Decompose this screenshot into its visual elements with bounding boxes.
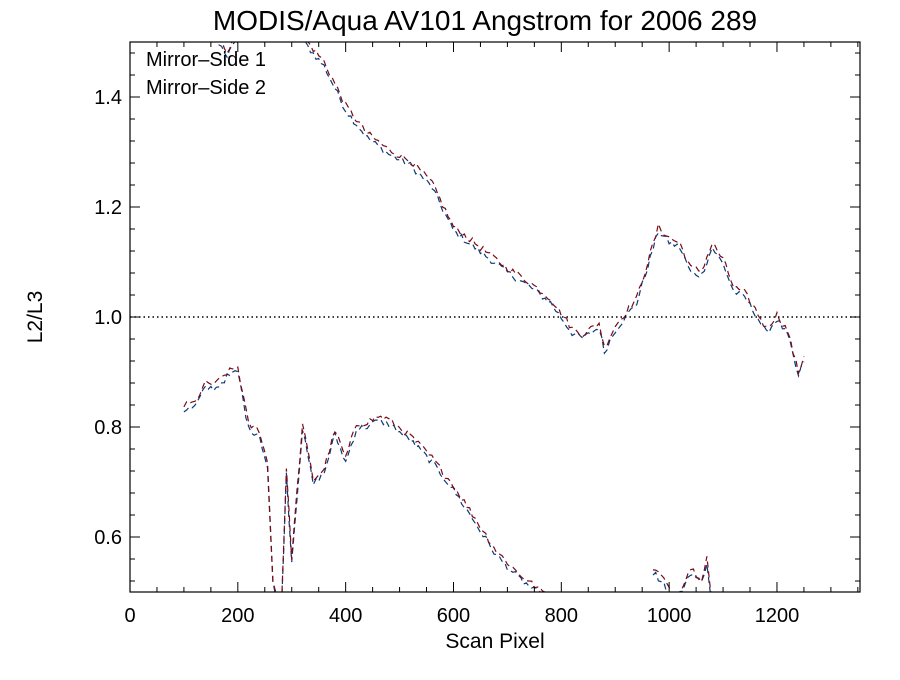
lower-envelope-line-right-2 (653, 556, 712, 604)
data-points (184, 1, 805, 546)
x-tick-label: 200 (221, 605, 254, 627)
legend-item-mirror-side-2: Mirror–Side 2 (146, 77, 266, 99)
lower-envelope-line-1 (184, 371, 561, 620)
axis-ticks: 0 200 400 600 800 1000 1200 0.6 0.8 1.0 1.2 1.4 (94, 42, 860, 627)
y-tick-label: 0.6 (94, 527, 122, 549)
y-tick-label: 1.4 (94, 87, 122, 109)
x-tick-label: 800 (545, 605, 578, 627)
y-tick-label: 1.2 (94, 197, 122, 219)
upper-envelope-line-1 (184, 0, 804, 376)
x-tick-label: 1200 (755, 605, 800, 627)
envelope-lines (184, 0, 804, 619)
x-axis-label: Scan Pixel (445, 630, 544, 653)
x-tick-label: 1000 (647, 605, 692, 627)
y-axis-label: L2/L3 (24, 291, 47, 344)
chart-title: MODIS/Aqua AV101 Angstrom for 2006 289 (213, 5, 757, 36)
lower-envelope-line-2 (184, 367, 561, 618)
x-tick-label: 600 (437, 605, 470, 627)
y-tick-label: 1.0 (94, 307, 122, 329)
x-tick-label: 400 (329, 605, 362, 627)
legend-item-mirror-side-1: Mirror–Side 1 (146, 49, 266, 71)
y-tick-label: 0.8 (94, 417, 122, 439)
x-tick-label: 0 (124, 605, 135, 627)
